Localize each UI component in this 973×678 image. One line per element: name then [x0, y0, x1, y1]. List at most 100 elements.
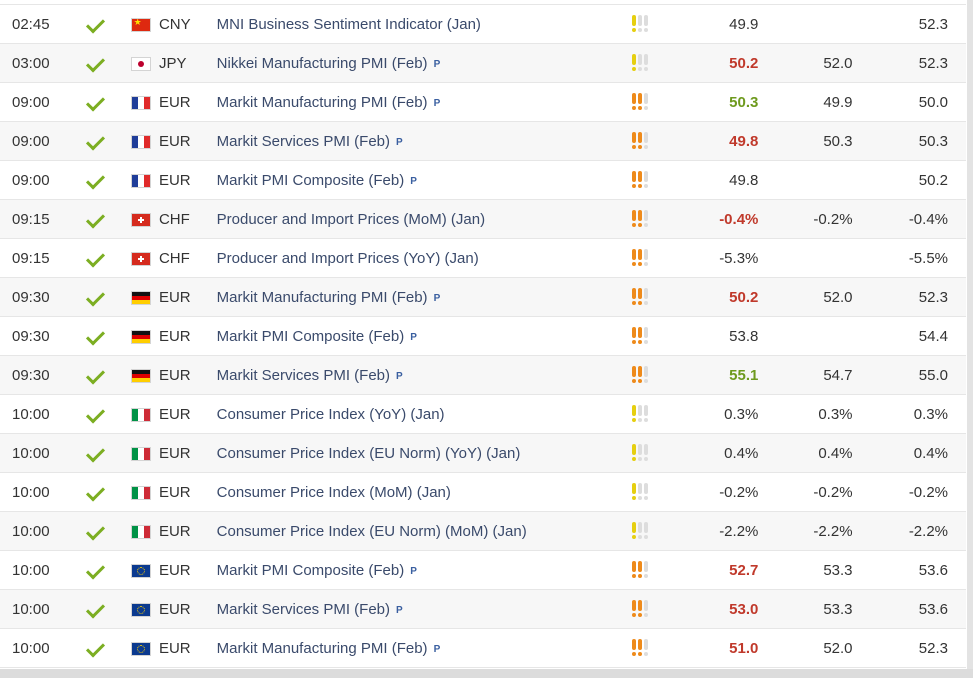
event-name-link[interactable]: MNI Business Sentiment Indicator (Jan): [216, 15, 481, 33]
exclamation-icon: [637, 600, 642, 618]
event-cell: Consumer Price Index (YoY) (Jan): [216, 394, 632, 434]
forecast-value: [758, 238, 853, 278]
event-name-link[interactable]: Consumer Price Index (EU Norm) (YoY) (Ja…: [216, 444, 521, 462]
exclamation-icon: [643, 15, 648, 33]
event-time: 10:00: [0, 472, 81, 512]
calendar-row[interactable]: 09:00 EUR Markit Manufacturing PMI (Feb)…: [0, 82, 966, 122]
check-icon: [85, 286, 106, 307]
event-name-link[interactable]: Markit Manufacturing PMI (Feb): [216, 288, 428, 306]
exclamation-icon: [637, 444, 642, 462]
calendar-row[interactable]: 10:00 EUR Markit Manufacturing PMI (Feb)…: [0, 628, 966, 668]
exclamation-icon: [631, 210, 636, 228]
country-flag-cell: [131, 511, 159, 551]
previous-value: -0.2%: [852, 472, 966, 512]
importance-indicator: [631, 522, 648, 540]
calendar-row[interactable]: 02:45 CNY MNI Business Sentiment Indicat…: [0, 4, 966, 44]
event-time: 09:30: [0, 277, 81, 317]
event-name-link[interactable]: Markit Manufacturing PMI (Feb): [216, 639, 428, 657]
check-icon: [85, 598, 106, 619]
calendar-row[interactable]: 09:30 EUR Markit PMI Composite (Feb) P 53…: [0, 316, 966, 356]
check-icon: [85, 325, 106, 346]
check-icon: [85, 169, 106, 190]
exclamation-icon: [643, 522, 648, 540]
preliminary-p-icon: P: [396, 136, 403, 148]
calendar-row[interactable]: 09:00 EUR Markit PMI Composite (Feb) P 49…: [0, 160, 966, 200]
released-status: [81, 160, 132, 200]
event-name-link[interactable]: Nikkei Manufacturing PMI (Feb): [216, 54, 428, 72]
actual-value: 53.0: [692, 589, 759, 629]
check-icon: [85, 442, 106, 463]
event-time: 02:45: [0, 4, 81, 44]
event-cell: Producer and Import Prices (MoM) (Jan): [216, 199, 632, 239]
calendar-row[interactable]: 10:00 EUR Consumer Price Index (EU Norm)…: [0, 511, 966, 551]
calendar-row[interactable]: 10:00 EUR Consumer Price Index (YoY) (Ja…: [0, 394, 966, 434]
calendar-row[interactable]: 09:30 EUR Markit Services PMI (Feb) P 55.…: [0, 355, 966, 395]
previous-value: 52.3: [852, 277, 966, 317]
event-name-link[interactable]: Markit Services PMI (Feb): [216, 366, 391, 384]
released-status: [81, 394, 132, 434]
calendar-row[interactable]: 10:00 EUR Markit Services PMI (Feb) P 53.…: [0, 589, 966, 629]
actual-value: 52.7: [692, 550, 759, 590]
previous-value: 50.0: [852, 82, 966, 122]
exclamation-icon: [643, 561, 648, 579]
event-name-link[interactable]: Markit Services PMI (Feb): [216, 132, 391, 150]
exclamation-icon: [637, 522, 642, 540]
released-status: [81, 43, 132, 83]
flag-ch-icon: [131, 213, 150, 226]
calendar-row[interactable]: 03:00 JPY Nikkei Manufacturing PMI (Feb)…: [0, 43, 966, 83]
calendar-rows: 02:45 CNY MNI Business Sentiment Indicat…: [0, 4, 966, 668]
previous-value: 55.0: [852, 355, 966, 395]
released-status: [81, 355, 132, 395]
event-name-link[interactable]: Markit PMI Composite (Feb): [216, 561, 405, 579]
event-name-link[interactable]: Markit Services PMI (Feb): [216, 600, 391, 618]
calendar-row[interactable]: 10:00 EUR Markit PMI Composite (Feb) P 52…: [0, 550, 966, 590]
country-flag-cell: [131, 472, 159, 512]
currency-code: EUR: [158, 277, 217, 317]
calendar-row[interactable]: 09:00 EUR Markit Services PMI (Feb) P 49.…: [0, 121, 966, 161]
event-name-link[interactable]: Markit PMI Composite (Feb): [216, 327, 405, 345]
event-name-link[interactable]: Producer and Import Prices (YoY) (Jan): [216, 249, 479, 267]
released-status: [81, 316, 132, 356]
preliminary-p-icon: P: [410, 565, 417, 577]
importance-indicator: [631, 15, 648, 33]
country-flag-cell: [131, 43, 159, 83]
importance-cell: [631, 82, 693, 122]
currency-code: EUR: [158, 511, 217, 551]
calendar-row[interactable]: 10:00 EUR Consumer Price Index (MoM) (Ja…: [0, 472, 966, 512]
event-name-link[interactable]: Markit PMI Composite (Feb): [216, 171, 405, 189]
calendar-row[interactable]: 09:15 CHF Producer and Import Prices (Mo…: [0, 199, 966, 239]
actual-value: -2.2%: [692, 511, 759, 551]
check-icon: [85, 13, 106, 34]
preliminary-p-icon: P: [410, 175, 417, 187]
event-cell: Markit PMI Composite (Feb) P: [216, 160, 632, 200]
currency-code: CHF: [158, 199, 217, 239]
exclamation-icon: [637, 93, 642, 111]
importance-indicator: [631, 444, 648, 462]
event-time: 09:00: [0, 82, 81, 122]
exclamation-icon: [631, 15, 636, 33]
calendar-row[interactable]: 09:15 CHF Producer and Import Prices (Yo…: [0, 238, 966, 278]
importance-indicator: [631, 561, 648, 579]
calendar-row[interactable]: 09:30 EUR Markit Manufacturing PMI (Feb)…: [0, 277, 966, 317]
event-name-link[interactable]: Consumer Price Index (MoM) (Jan): [216, 483, 451, 501]
importance-cell: [631, 550, 693, 590]
previous-value: 52.3: [852, 4, 966, 44]
currency-code: EUR: [158, 589, 217, 629]
event-name-link[interactable]: Markit Manufacturing PMI (Feb): [216, 93, 428, 111]
flag-fr-icon: [131, 96, 150, 109]
event-time: 10:00: [0, 511, 81, 551]
event-name-link[interactable]: Producer and Import Prices (MoM) (Jan): [216, 210, 486, 228]
country-flag-cell: [131, 628, 159, 668]
event-cell: Markit Manufacturing PMI (Feb) P: [216, 82, 632, 122]
importance-cell: [631, 238, 693, 278]
event-cell: Markit PMI Composite (Feb) P: [216, 316, 632, 356]
calendar-row[interactable]: 10:00 EUR Consumer Price Index (EU Norm)…: [0, 433, 966, 473]
exclamation-icon: [643, 249, 648, 267]
importance-cell: [631, 277, 693, 317]
event-name-link[interactable]: Consumer Price Index (EU Norm) (MoM) (Ja…: [216, 522, 527, 540]
currency-code: EUR: [158, 472, 217, 512]
released-status: [81, 589, 132, 629]
event-cell: Consumer Price Index (MoM) (Jan): [216, 472, 632, 512]
event-name-link[interactable]: Consumer Price Index (YoY) (Jan): [216, 405, 445, 423]
check-icon: [85, 130, 106, 151]
